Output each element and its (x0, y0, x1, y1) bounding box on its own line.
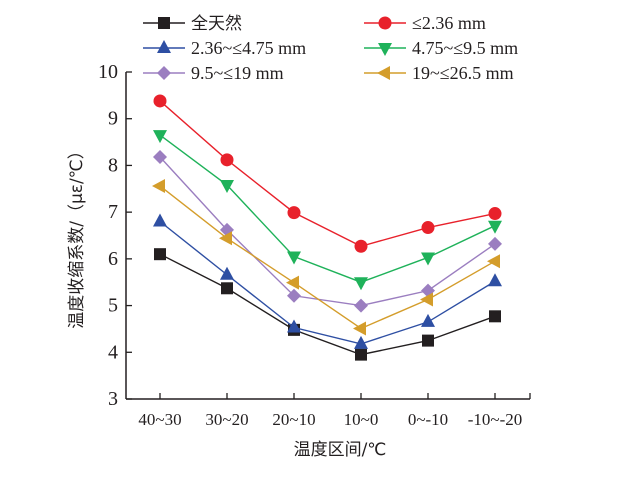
x-tick-label: 40~30 (138, 410, 181, 429)
data-point (153, 94, 167, 108)
y-tick-label: 10 (98, 61, 118, 83)
y-tick-label: 9 (108, 108, 118, 130)
data-point (488, 236, 502, 251)
legend-label: 4.75~≤9.5 mm (412, 38, 518, 58)
data-point (220, 266, 234, 280)
y-tick-label: 4 (108, 341, 118, 363)
y-tick-label: 6 (108, 248, 118, 270)
data-point (287, 319, 301, 333)
data-point (489, 310, 501, 323)
series-2 (153, 213, 502, 349)
data-point (220, 153, 234, 167)
data-point (286, 275, 299, 290)
legend-marker-icon (157, 40, 171, 53)
data-point (355, 348, 367, 361)
legend-item: 全天然 (143, 14, 242, 34)
x-tick-label: 30~20 (205, 410, 248, 429)
data-point (354, 335, 368, 349)
data-point (488, 273, 502, 287)
data-point (219, 231, 232, 246)
legend-marker-icon (378, 43, 392, 56)
data-point (488, 220, 502, 234)
y-axis-title: 温度收缩系数/（με/℃） (67, 142, 87, 329)
data-point (154, 248, 166, 261)
series-5 (152, 178, 500, 336)
series-4 (153, 150, 502, 313)
x-tick-label: 10~0 (344, 410, 379, 429)
data-point (153, 130, 167, 144)
data-point (287, 288, 301, 303)
data-point (153, 213, 167, 227)
data-point (220, 180, 234, 194)
legend-item: 4.75~≤9.5 mm (364, 38, 518, 58)
data-point (354, 239, 368, 253)
legend-item: ≤2.36 mm (364, 13, 486, 33)
series-line (159, 156, 496, 307)
data-point (487, 254, 500, 269)
y-tick-label: 3 (108, 388, 118, 410)
legend-marker-icon (378, 16, 392, 30)
legend-item: 2.36~≤4.75 mm (143, 38, 306, 58)
legend-item: 9.5~≤19 mm (143, 63, 284, 83)
data-point (421, 252, 435, 266)
series-line (159, 253, 496, 356)
data-point (421, 313, 435, 327)
axes: 3 4 5 6 7 8 9 10 40~30 30~20 20~10 10~0 0~-10 -10~-20 (98, 61, 531, 429)
series-line (159, 100, 496, 247)
x-tick-label: -10~-20 (468, 410, 523, 429)
series-1 (153, 94, 502, 253)
data-point (488, 207, 502, 221)
plot-lines (152, 94, 502, 361)
data-point (354, 277, 368, 291)
legend-label: ≤2.36 mm (412, 13, 486, 33)
y-tick-label: 7 (108, 201, 118, 223)
data-point (421, 221, 435, 235)
data-point (287, 206, 301, 220)
y-tick-label: 5 (108, 295, 118, 317)
x-tick-label: 20~10 (272, 410, 315, 429)
series-line (159, 134, 496, 283)
series-line (159, 220, 496, 345)
series-line (159, 185, 496, 330)
data-point (221, 282, 233, 295)
data-point (422, 334, 434, 347)
data-point (152, 178, 165, 193)
data-point (420, 292, 433, 307)
data-point (287, 251, 301, 265)
legend-label: 9.5~≤19 mm (191, 63, 284, 83)
legend: 全天然 ≤2.36 mm 2.36~≤4.75 mm 4.75~≤9.5 mm 9.5~… (143, 13, 518, 83)
series-3 (153, 130, 502, 291)
x-axis-title: 温度区间/℃ (294, 440, 387, 460)
legend-item: 19~≤26.5 mm (364, 63, 514, 83)
y-tick-label: 8 (108, 154, 118, 176)
legend-marker-icon (157, 66, 171, 80)
data-point (354, 298, 368, 313)
legend-label: 2.36~≤4.75 mm (191, 38, 306, 58)
data-point (153, 150, 167, 165)
legend-marker-icon (377, 66, 390, 80)
legend-marker-icon (158, 17, 170, 29)
x-tick-label: 0~-10 (408, 410, 448, 429)
series-0 (154, 248, 501, 361)
legend-label: 19~≤26.5 mm (412, 63, 514, 83)
data-point (353, 321, 366, 336)
legend-label: 全天然 (191, 14, 242, 34)
